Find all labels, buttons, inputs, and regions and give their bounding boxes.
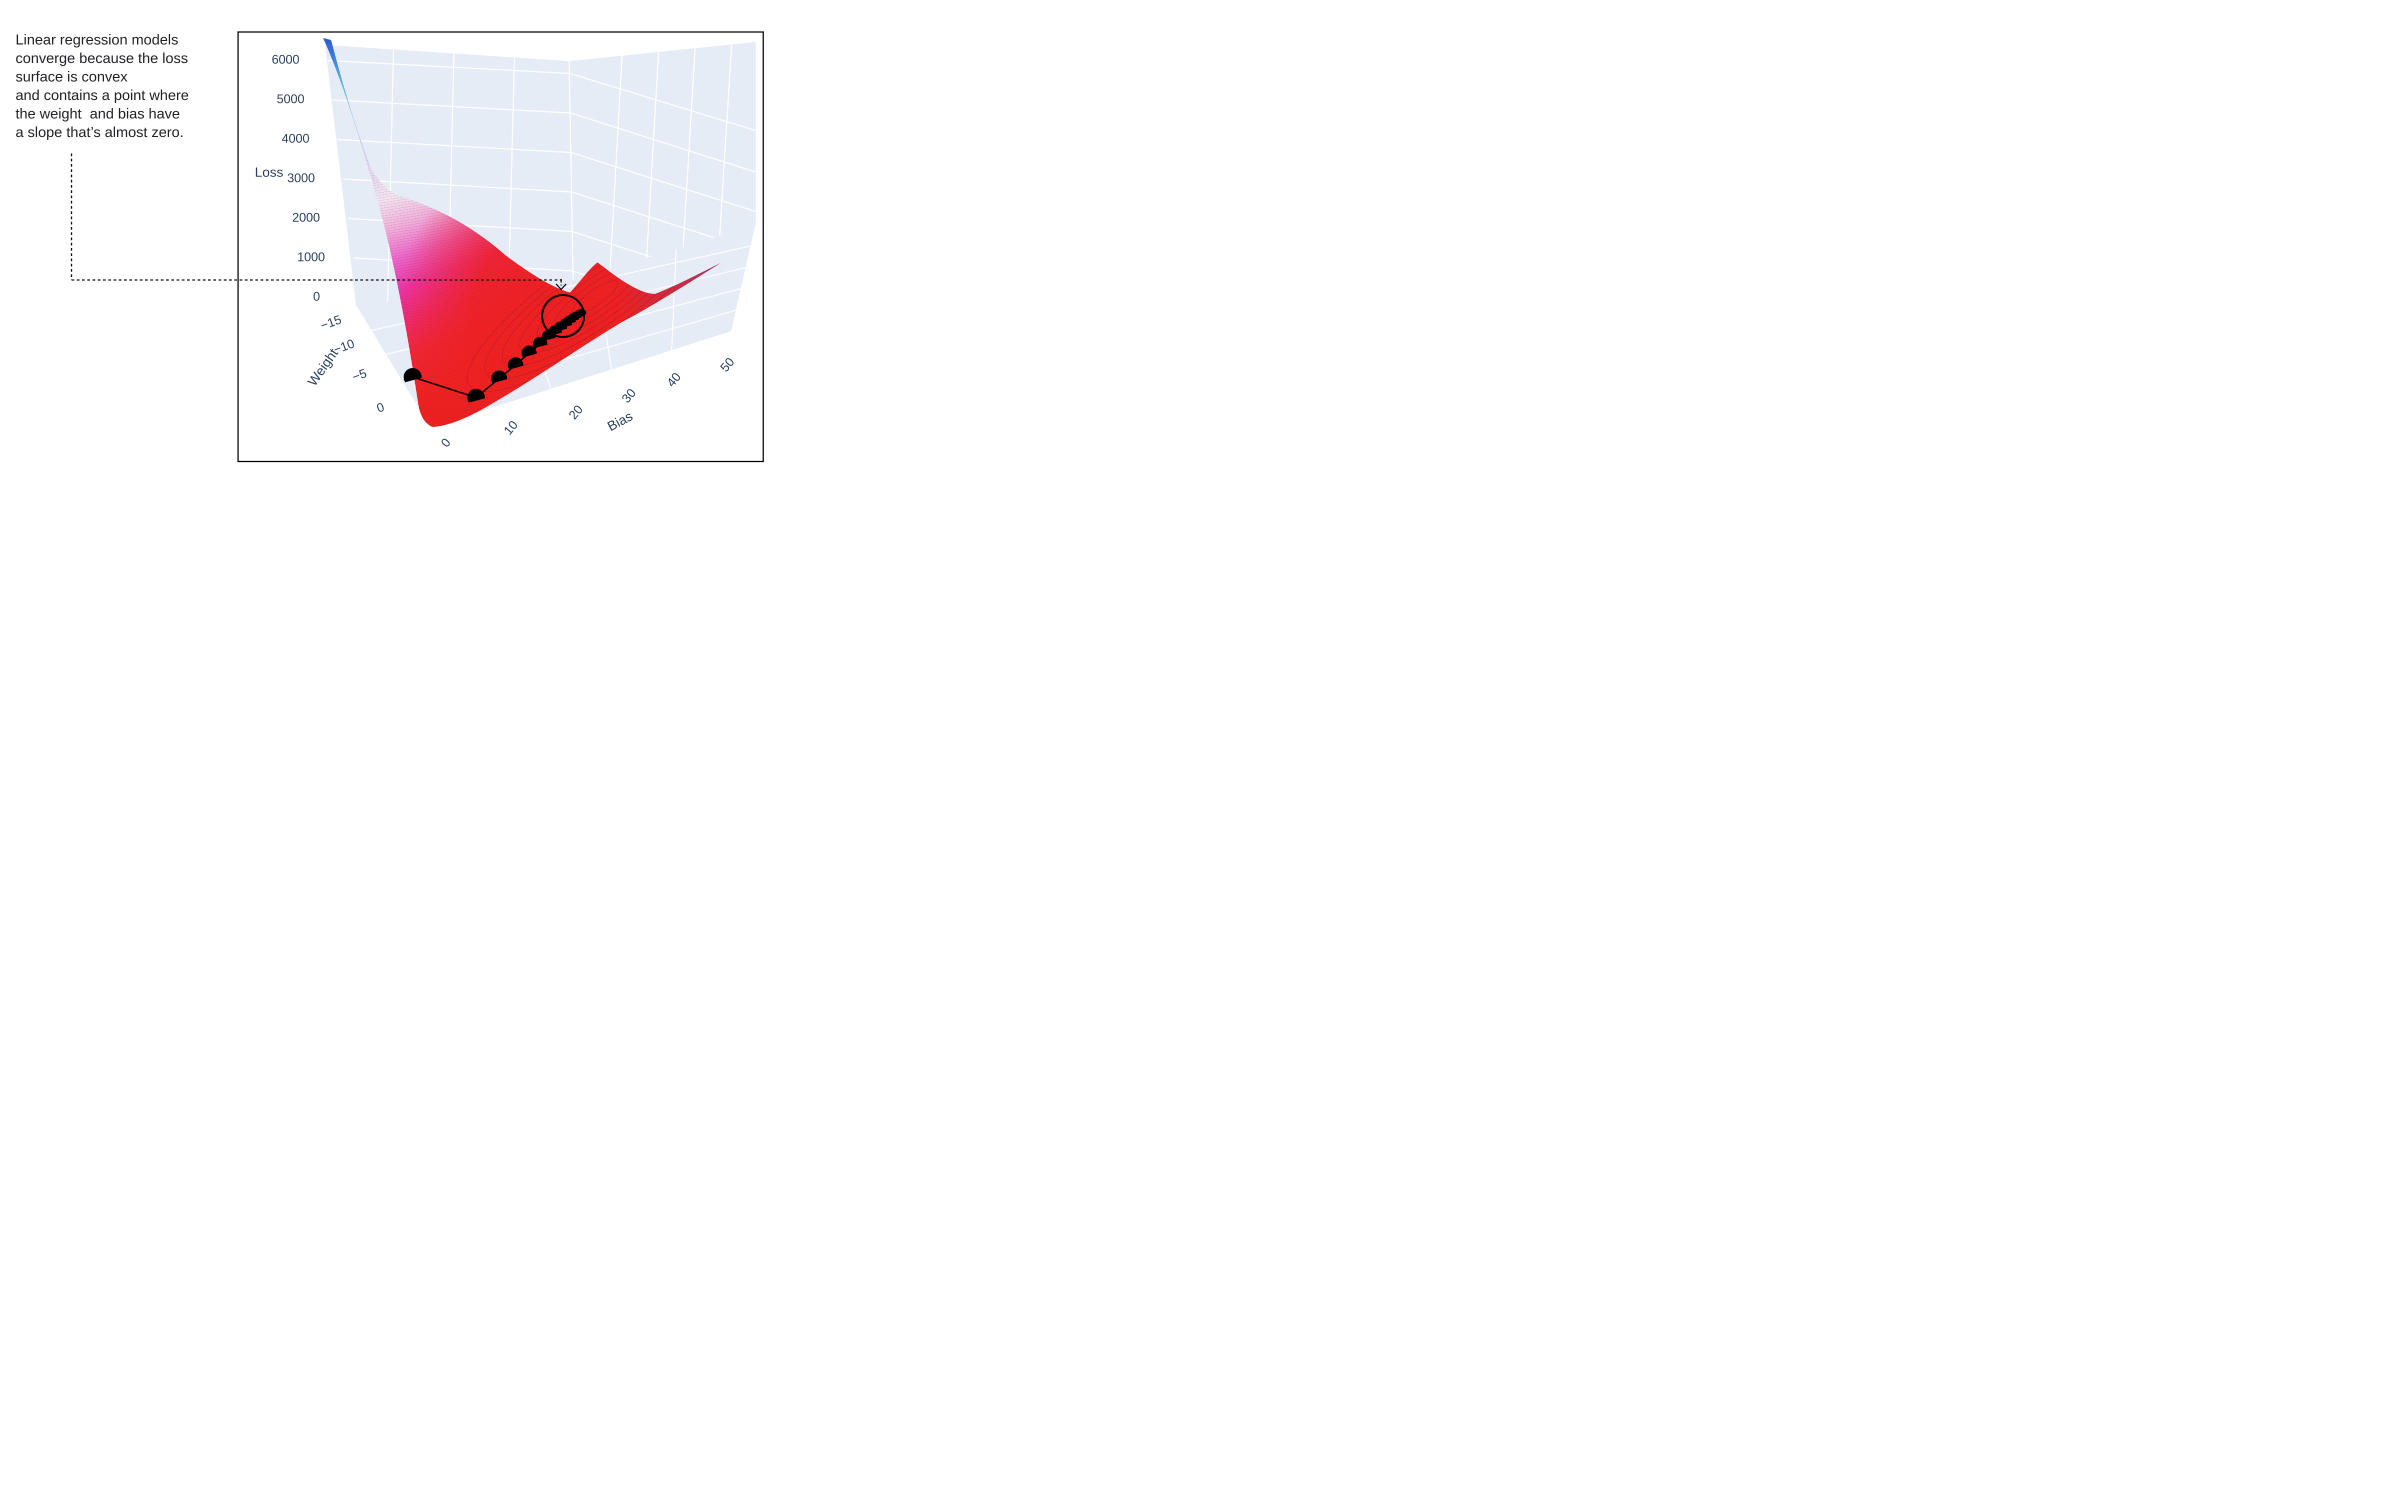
arrowhead-down-icon [556,284,567,290]
loss-tick-0: 0 [313,290,320,304]
loss-tick-3000: 3000 [287,171,315,186]
loss-tick-5000: 5000 [277,92,305,106]
convergence-circle-annotation [541,294,585,338]
figure-caption: Linear regression models converge becaus… [16,32,189,140]
page: Linear regression models converge becaus… [0,0,803,504]
loss-tick-6000: 6000 [272,52,300,67]
chart-frame [237,31,764,462]
descent-step-dots [404,308,587,403]
gradient-descent-path [404,308,587,403]
loss-axis-title: Loss [255,164,284,180]
dashed-connector-line [71,154,562,286]
loss-tick-4000: 4000 [282,132,310,146]
loss-surface-3d-plot[interactable]: 6000 5000 4000 3000 2000 1000 0 Loss −15… [0,0,803,504]
scene-svg [71,31,764,462]
loss-tick-1000: 1000 [297,250,325,264]
loss-tick-2000: 2000 [292,210,320,225]
